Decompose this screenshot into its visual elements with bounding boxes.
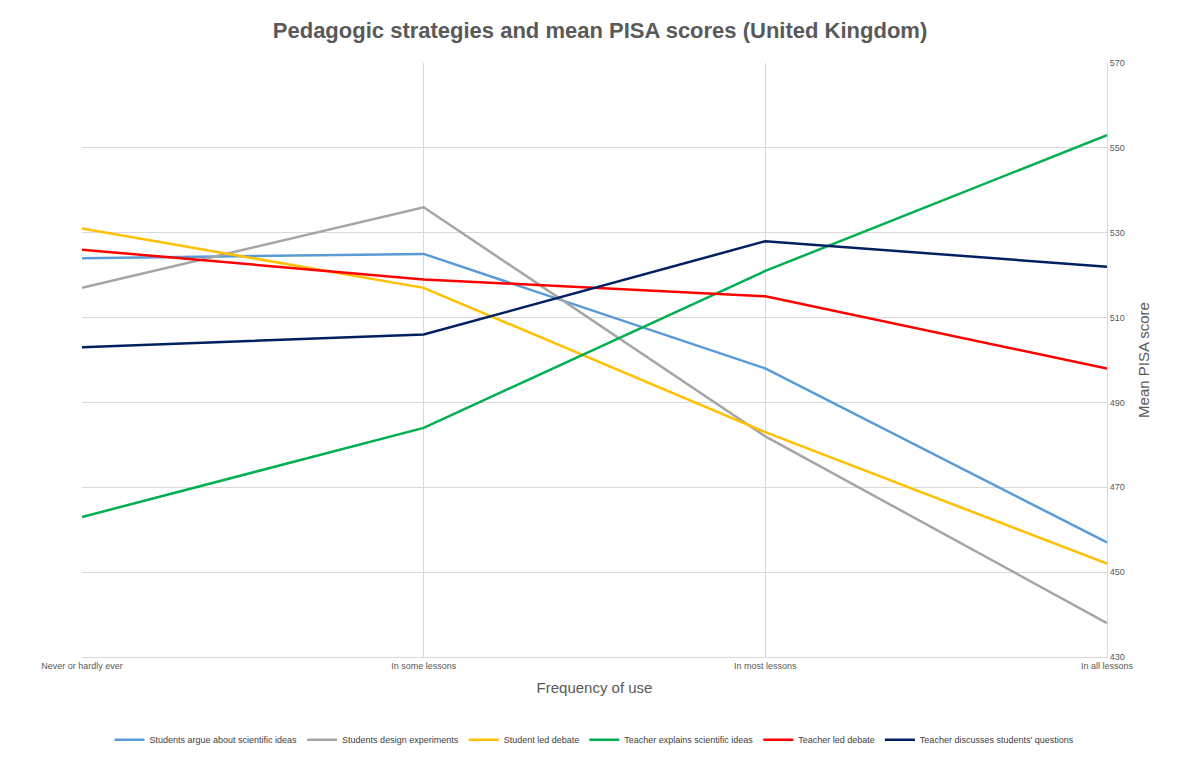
- svg-text:510: 510: [1110, 313, 1125, 323]
- svg-text:Mean PISA score: Mean PISA score: [1135, 302, 1152, 418]
- svg-text:In all lessons: In all lessons: [1081, 661, 1134, 671]
- svg-text:In some lessons: In some lessons: [391, 661, 457, 671]
- svg-text:470: 470: [1110, 482, 1125, 492]
- svg-text:Teacher discusses students' qu: Teacher discusses students' questions: [920, 735, 1074, 745]
- svg-text:550: 550: [1110, 143, 1125, 153]
- svg-text:Student led debate: Student led debate: [504, 735, 580, 745]
- svg-text:In most lessons: In most lessons: [734, 661, 797, 671]
- svg-text:Teacher led debate: Teacher led debate: [798, 735, 875, 745]
- svg-text:450: 450: [1110, 567, 1125, 577]
- svg-text:570: 570: [1110, 58, 1125, 68]
- svg-text:530: 530: [1110, 228, 1125, 238]
- svg-text:Students argue about scientifi: Students argue about scientific ideas: [150, 735, 298, 745]
- svg-text:Teacher explains scientific id: Teacher explains scientific ideas: [624, 735, 753, 745]
- svg-text:430: 430: [1110, 652, 1125, 662]
- svg-text:Pedagogic strategies and mean: Pedagogic strategies and mean PISA score…: [273, 18, 927, 43]
- svg-text:Frequency of use: Frequency of use: [537, 679, 653, 696]
- svg-text:490: 490: [1110, 398, 1125, 408]
- svg-text:Never or hardly ever: Never or hardly ever: [41, 661, 123, 671]
- svg-text:Students design experiments: Students design experiments: [342, 735, 459, 745]
